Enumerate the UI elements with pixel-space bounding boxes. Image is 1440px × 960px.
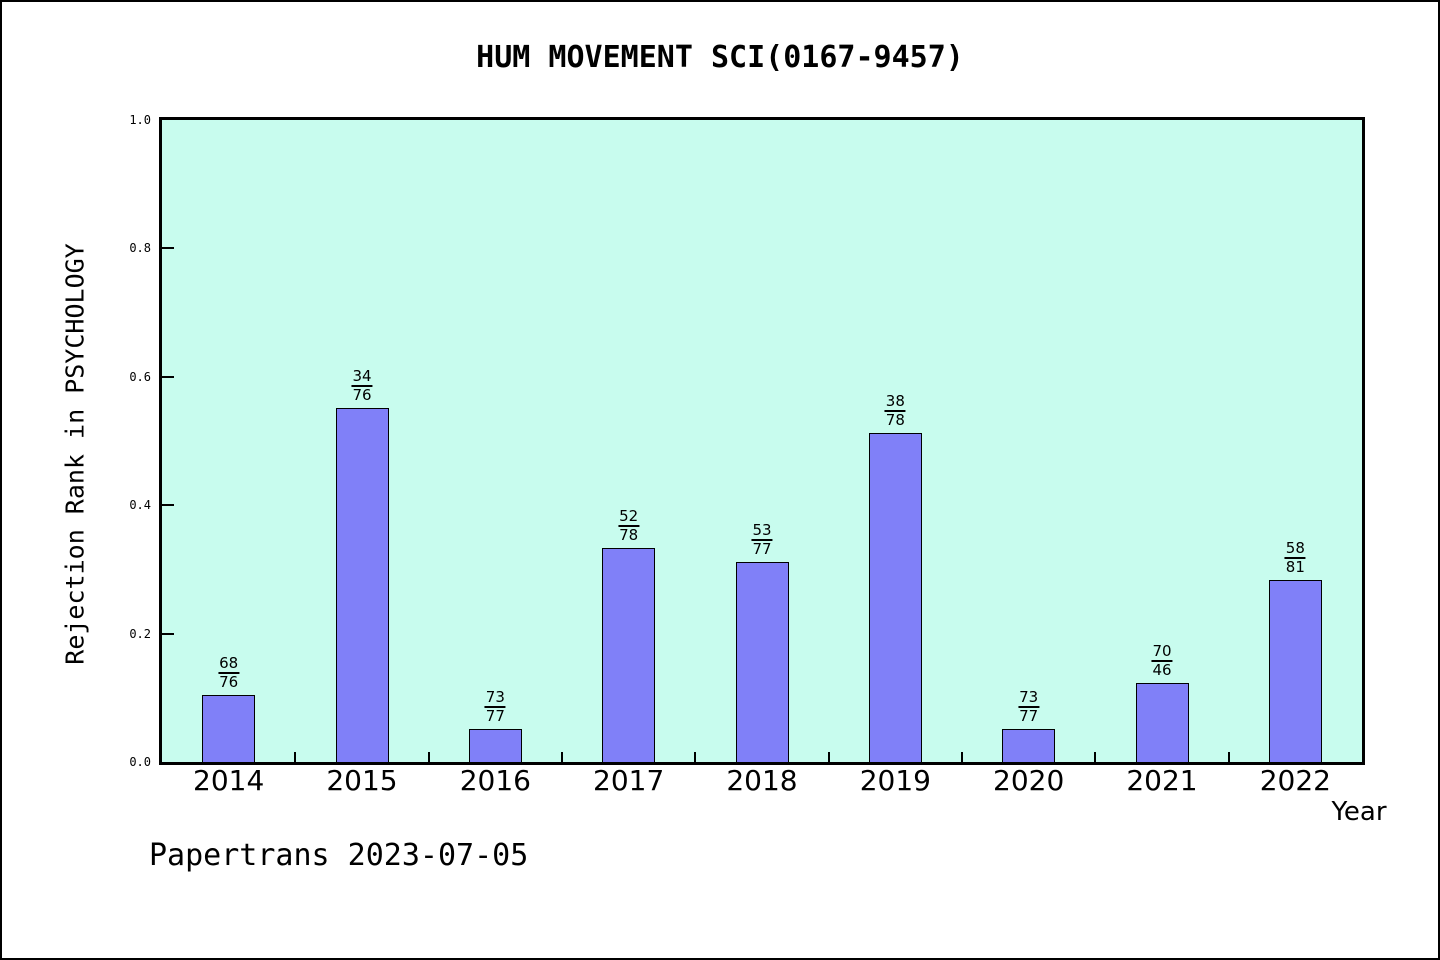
bar-label-numerator: 38 [884,392,906,412]
bar-value-label-2018: 53 77 [751,521,773,558]
bar-label-numerator: 34 [351,367,373,387]
x-tick-label-2020: 2020 [993,764,1065,797]
x-tick-label-2017: 2017 [593,764,665,797]
x-tick-label-2014: 2014 [193,764,265,797]
bar-label-numerator: 52 [618,507,640,527]
bar-label-denominator: 77 [752,540,772,558]
x-tick-label-2019: 2019 [859,764,931,797]
x-tick-label-2016: 2016 [459,764,531,797]
bar-label-numerator: 53 [751,521,773,541]
bar-2015 [335,408,389,762]
bar-2016 [468,729,522,762]
bar-label-numerator: 70 [1151,642,1173,662]
bar-label-denominator: 76 [352,386,372,404]
chart-title: HUM MOVEMENT SCI(0167-9457) [476,40,964,75]
bar-2019 [868,433,922,762]
bar-label-denominator: 77 [485,707,505,725]
bar-label-numerator: 73 [484,688,506,708]
x-axis-tick [427,752,430,762]
bar-value-label-2022: 58 81 [1284,539,1306,576]
bar-label-denominator: 78 [885,411,905,429]
x-tick-label-2015: 2015 [326,764,398,797]
bar-label-denominator: 76 [219,673,239,691]
bar-value-label-2014: 68 76 [218,654,240,691]
bar-value-label-2019: 38 78 [884,392,906,429]
bar-2018 [735,562,789,762]
x-axis-tick [827,752,830,762]
y-tick-label-0.0: 0.0 [129,755,151,769]
x-axis-tick [961,752,963,762]
y-tick-label-1.0: 1.0 [129,113,151,127]
bar-label-numerator: 68 [218,654,240,674]
bar-2021 [1135,683,1189,762]
x-tick-label-2021: 2021 [1126,764,1198,797]
bar-2022 [1268,580,1322,762]
bar-label-numerator: 73 [1018,688,1040,708]
plot-area: 68 76 34 76 73 77 52 78 53 77 38 78 73 77 70 46 58 81 [159,117,1365,765]
x-axis-tick [561,752,563,762]
bar-label-denominator: 78 [619,526,639,544]
x-axis-tick [1227,752,1230,762]
y-axis-tick [162,375,174,378]
bar-2020 [1002,729,1056,762]
y-axis-tick [162,504,174,507]
y-tick-label-0.8: 0.8 [129,241,151,256]
bar-2014 [202,695,256,762]
x-axis-title: Year [1331,797,1387,827]
bar-2017 [602,548,656,762]
x-tick-label-2018: 2018 [726,764,798,797]
x-axis-tick [694,752,697,762]
bar-label-numerator: 58 [1284,539,1306,559]
bar-value-label-2020: 73 77 [1018,688,1040,725]
y-tick-label-0.2: 0.2 [129,626,151,641]
y-axis-tick [162,632,174,635]
bar-value-label-2017: 52 78 [618,507,640,544]
y-axis-label: Rejection Rank in PSYCHOLOGY [60,243,90,665]
bar-label-denominator: 77 [1019,707,1039,725]
bar-value-label-2016: 73 77 [484,688,506,725]
y-axis-tick [162,247,174,250]
x-axis-tick [1094,752,1097,762]
y-tick-label-0.4: 0.4 [129,498,151,513]
bar-value-label-2015: 34 76 [351,367,373,404]
y-tick-label-0.6: 0.6 [129,369,151,384]
x-tick-label-2022: 2022 [1259,764,1331,797]
x-axis-tick [294,752,297,762]
bar-label-denominator: 46 [1152,661,1172,679]
bar-label-denominator: 81 [1285,558,1305,576]
bar-value-label-2021: 70 46 [1151,642,1173,679]
watermark-text: Papertrans 2023-07-05 [149,838,529,873]
